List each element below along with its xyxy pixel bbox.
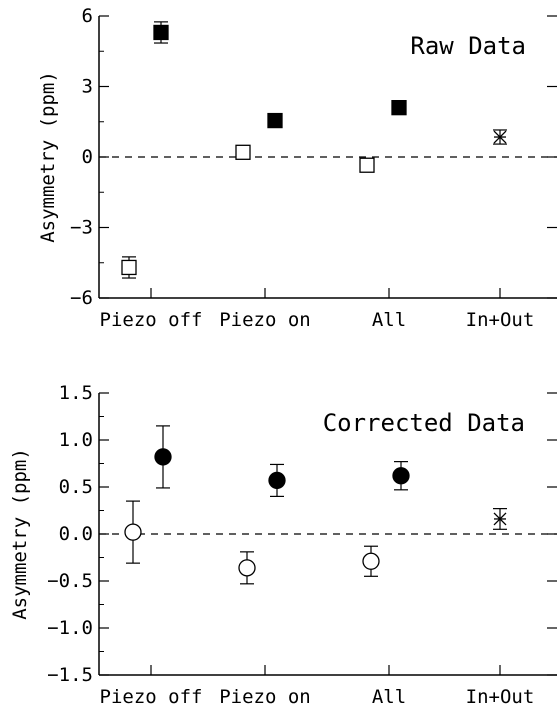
x-tick-label: In+Out xyxy=(466,309,535,331)
data-point-filled-square xyxy=(391,100,407,116)
y-tick-label: −1.5 xyxy=(47,664,93,686)
y-tick-label: 3 xyxy=(82,76,93,98)
x-tick-label: Piezo off xyxy=(100,309,203,331)
y-tick-label: 0.0 xyxy=(59,523,93,545)
asterisk-stroke xyxy=(493,130,507,144)
y-axis-label: Asymmetry (ppm) xyxy=(9,448,31,620)
chart-panel-1: −6 −3 0 3 6 Piezo off Piezo on All In+Out Asymmet… xyxy=(37,5,557,331)
y-tick-label: −6 xyxy=(70,287,93,309)
data-point-asterisk xyxy=(493,512,507,526)
data-point-filled-circle xyxy=(392,467,410,485)
y-tick-label: 1.5 xyxy=(59,382,93,404)
data-point-open-square xyxy=(121,259,137,276)
x-tick-label: In+Out xyxy=(466,686,535,708)
y-tick-label: 6 xyxy=(82,5,93,27)
data-point-open-square xyxy=(359,157,375,173)
x-tick-label: Piezo on xyxy=(219,686,311,708)
data-point-filled-square xyxy=(153,24,169,41)
chart-panel-2: −1.5 −1.0 −0.5 0.0 0.5 1.0 1.5 Piezo off Piezo o… xyxy=(9,382,557,708)
asterisk-stroke xyxy=(493,512,507,526)
data-point-open-circle xyxy=(362,552,380,570)
y-tick-label: 1.0 xyxy=(59,429,93,451)
data-point-open-circle xyxy=(124,523,142,541)
data-point-filled-square xyxy=(267,112,283,129)
x-tick-label: All xyxy=(372,686,406,708)
x-tick-label: Piezo on xyxy=(219,309,311,331)
y-tick-label: 0.5 xyxy=(59,476,93,498)
data-point-asterisk xyxy=(493,130,507,144)
x-tick-label: Piezo off xyxy=(100,686,203,708)
y-tick-label: −1.0 xyxy=(47,617,93,639)
data-point-filled-circle xyxy=(268,471,286,490)
y-tick-label: 0 xyxy=(82,146,93,168)
data-point-open-square xyxy=(235,144,251,160)
y-tick-label: −0.5 xyxy=(47,570,93,592)
y-tick-label: −3 xyxy=(70,217,93,239)
x-tick-label: All xyxy=(372,309,406,331)
chart-title: Raw Data xyxy=(410,32,526,60)
data-point-filled-circle xyxy=(154,448,172,466)
data-point-open-circle xyxy=(238,559,256,577)
chart-title: Corrected Data xyxy=(323,409,525,437)
y-axis-label: Asymmetry (ppm) xyxy=(37,71,59,243)
